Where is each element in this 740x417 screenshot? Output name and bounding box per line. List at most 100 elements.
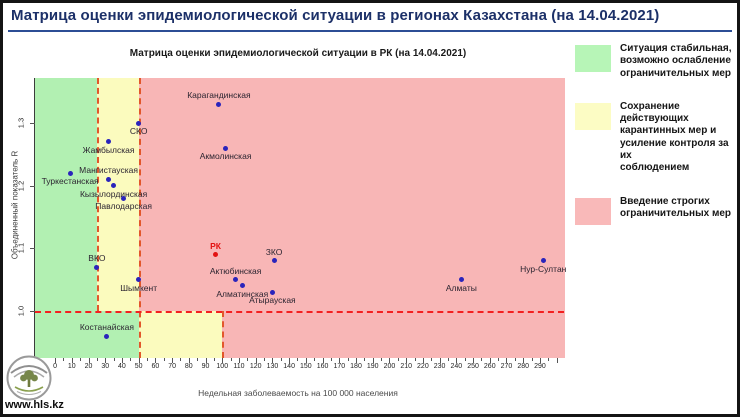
data-point-region <box>106 176 112 182</box>
y-tick <box>30 248 35 250</box>
x-tick-label: 0 <box>53 363 58 370</box>
data-point-label: Акмолинская <box>199 151 252 162</box>
x-tick <box>147 358 149 361</box>
data-point-region <box>121 195 127 201</box>
data-point-region <box>458 277 464 283</box>
data-point-region <box>233 277 239 283</box>
x-tick <box>347 358 349 361</box>
x-tick-label: 220 <box>417 363 429 370</box>
x-tick <box>272 358 274 363</box>
x-tick <box>88 358 90 363</box>
x-tick-label: 120 <box>249 363 262 370</box>
data-point-region <box>540 258 546 264</box>
x-tick-label: 70 <box>168 363 176 370</box>
x-tick-label: 230 <box>433 363 446 370</box>
data-point-label: Павлодарская <box>95 201 152 212</box>
data-point-label: Алматы <box>445 282 477 293</box>
data-point-rk <box>213 252 219 258</box>
x-tick-label: 190 <box>366 363 379 370</box>
x-tick <box>297 358 299 361</box>
x-tick <box>255 358 257 363</box>
x-tick <box>339 358 341 363</box>
zone-green-above <box>35 78 97 312</box>
x-tick-label: 170 <box>333 363 346 370</box>
zone-yellow-below <box>138 311 223 358</box>
x-tick <box>523 358 525 363</box>
data-point-label: Актюбинская <box>209 265 262 276</box>
x-tick <box>314 358 316 361</box>
x-tick <box>55 358 57 363</box>
legend-item-green: Ситуация стабильная, возможно ослабление о… <box>575 43 737 80</box>
threshold-line-vertical-50 <box>138 78 141 358</box>
x-tick <box>121 358 123 363</box>
x-tick <box>205 358 207 363</box>
data-point-region <box>269 289 275 295</box>
legend: Ситуация стабильная, возможно ослабление о… <box>575 43 737 225</box>
x-tick <box>96 358 98 361</box>
data-point-label: Карагандинская <box>187 90 251 101</box>
x-axis-title: Недельная заболеваемость на 100 000 насе… <box>198 388 398 398</box>
x-tick-label: 130 <box>266 363 279 370</box>
x-tick <box>498 358 500 361</box>
x-tick <box>364 358 366 361</box>
x-tick <box>222 358 224 363</box>
data-point-label: РК <box>210 240 221 251</box>
data-point-label: Нур-Султан <box>520 263 567 274</box>
x-tick-label: 250 <box>467 363 479 370</box>
data-point-label: ЗКО <box>265 246 283 257</box>
threshold-line-vertical-25 <box>96 78 99 312</box>
website-url: www.hls.kz <box>5 399 64 411</box>
x-tick-label: 150 <box>300 363 312 370</box>
x-tick <box>322 358 324 363</box>
x-tick <box>473 358 475 363</box>
x-tick <box>80 358 82 361</box>
y-tick <box>30 185 35 187</box>
data-point-label: Кызылординская <box>79 188 148 199</box>
x-tick <box>431 358 433 361</box>
x-tick-label: 30 <box>101 363 110 370</box>
x-tick <box>548 358 550 361</box>
x-tick <box>356 358 357 363</box>
x-tick <box>197 358 199 361</box>
chart-title: Матрица оценки эпидемиологической ситуац… <box>129 48 467 59</box>
x-tick-label: 210 <box>400 363 412 370</box>
x-tick-label: 290 <box>534 363 546 370</box>
data-point-region <box>136 277 142 283</box>
page-title: Матрица оценки эпидемиологической ситуац… <box>11 7 660 24</box>
legend-label-red: Введение строгих ограничительных мер <box>620 195 732 219</box>
x-tick-label: 60 <box>151 363 160 370</box>
x-tick <box>238 358 240 363</box>
x-tick <box>71 358 73 363</box>
x-tick <box>406 358 408 363</box>
x-tick <box>264 358 266 361</box>
x-tick-label: 40 <box>118 363 126 370</box>
x-tick <box>230 358 232 361</box>
x-tick <box>330 358 332 361</box>
x-tick <box>188 358 190 363</box>
x-tick <box>305 358 307 363</box>
x-tick <box>514 358 516 361</box>
x-tick <box>481 358 483 361</box>
x-tick-label: 180 <box>350 363 362 370</box>
x-tick <box>213 358 215 361</box>
x-tick-label: 100 <box>216 363 229 370</box>
zone-red-above <box>138 78 565 312</box>
x-tick <box>155 358 157 363</box>
x-tick <box>163 358 165 361</box>
x-tick <box>138 358 140 363</box>
x-tick <box>113 358 115 361</box>
zone-red-below <box>222 311 565 358</box>
data-point-region <box>136 120 142 126</box>
legend-item-red: Введение строгих ограничительных мер <box>575 195 737 225</box>
data-point-label: Атырауская <box>249 295 296 306</box>
zone-green-below <box>35 311 139 358</box>
x-tick-label: 10 <box>67 363 76 370</box>
x-tick <box>372 358 374 363</box>
y-tick-label: 1.2 <box>16 180 26 191</box>
x-tick <box>389 358 391 363</box>
data-point-region <box>106 139 112 145</box>
x-tick-label: 270 <box>500 363 513 370</box>
